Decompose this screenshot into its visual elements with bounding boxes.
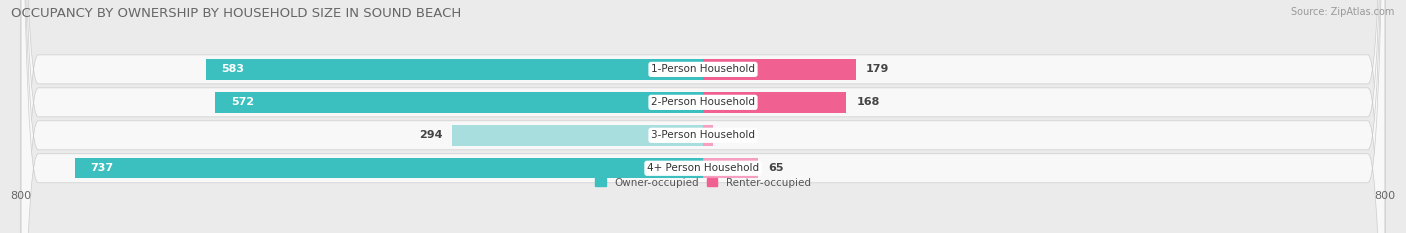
FancyBboxPatch shape xyxy=(21,0,1385,233)
Text: 3-Person Household: 3-Person Household xyxy=(651,130,755,140)
Bar xyxy=(703,158,758,178)
Text: 12: 12 xyxy=(724,130,740,140)
Text: 1-Person Household: 1-Person Household xyxy=(651,64,755,74)
Legend: Owner-occupied, Renter-occupied: Owner-occupied, Renter-occupied xyxy=(591,174,815,192)
Bar xyxy=(207,59,703,80)
Bar xyxy=(703,92,846,113)
Bar xyxy=(75,158,703,178)
Bar xyxy=(453,125,703,146)
Text: 737: 737 xyxy=(90,163,114,173)
Text: 572: 572 xyxy=(231,97,254,107)
Text: Source: ZipAtlas.com: Source: ZipAtlas.com xyxy=(1291,7,1395,17)
Bar xyxy=(215,92,703,113)
Text: OCCUPANCY BY OWNERSHIP BY HOUSEHOLD SIZE IN SOUND BEACH: OCCUPANCY BY OWNERSHIP BY HOUSEHOLD SIZE… xyxy=(11,7,461,20)
Text: 4+ Person Household: 4+ Person Household xyxy=(647,163,759,173)
FancyBboxPatch shape xyxy=(21,0,1385,233)
Text: 583: 583 xyxy=(221,64,245,74)
Text: 168: 168 xyxy=(856,97,880,107)
Text: 179: 179 xyxy=(866,64,889,74)
Bar xyxy=(703,125,713,146)
Text: 2-Person Household: 2-Person Household xyxy=(651,97,755,107)
FancyBboxPatch shape xyxy=(21,0,1385,233)
Text: 294: 294 xyxy=(419,130,441,140)
Text: 65: 65 xyxy=(769,163,785,173)
Bar xyxy=(703,59,856,80)
FancyBboxPatch shape xyxy=(21,0,1385,233)
